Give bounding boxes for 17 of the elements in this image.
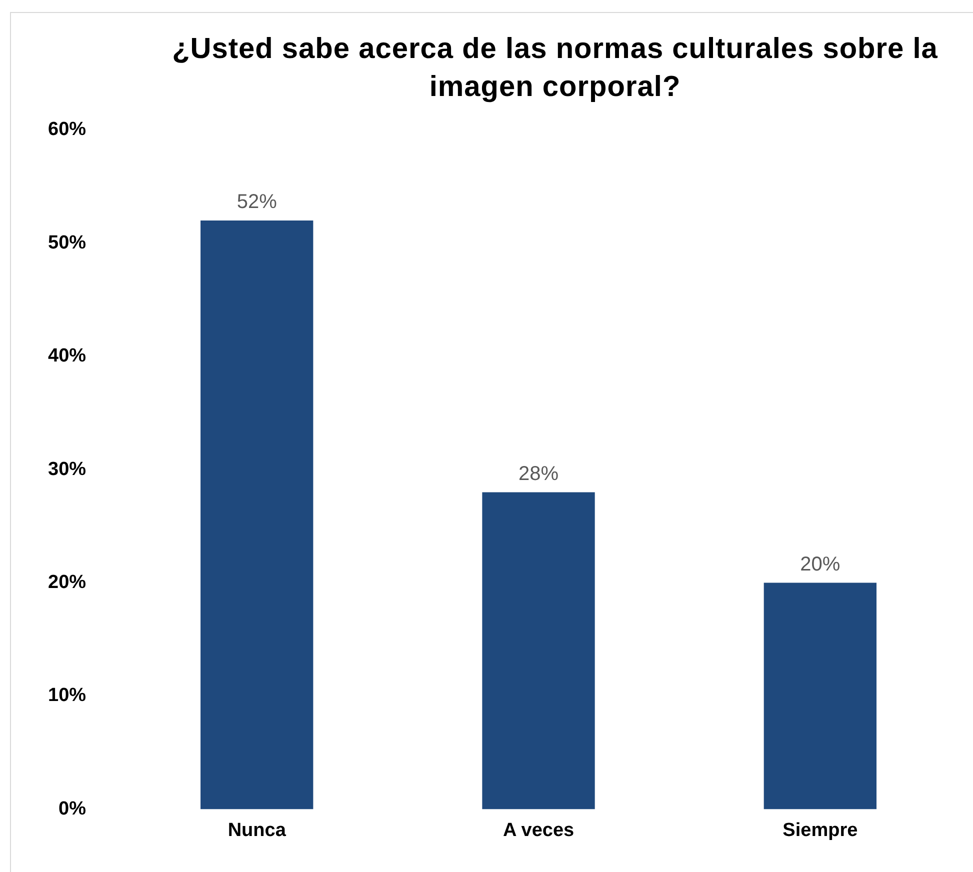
bar (482, 492, 595, 810)
y-tick-label: 20% (48, 572, 86, 594)
bar (200, 220, 314, 810)
data-label: 52% (236, 191, 278, 214)
chart-title: ¿Usted sabe acerca de las normas culturales sobre la imagen corporal? (171, 32, 939, 105)
y-tick-label: 0% (58, 798, 86, 820)
y-tick-label: 60% (48, 119, 86, 140)
y-tick-label: 40% (48, 346, 86, 367)
y-tick-label: 50% (48, 232, 86, 254)
data-label: 28% (518, 462, 559, 485)
data-label: 20% (800, 553, 840, 576)
x-tick-label: Siempre (782, 820, 858, 841)
x-tick-label: Nunca (228, 820, 286, 841)
bar (764, 582, 877, 810)
y-tick-label: 10% (48, 685, 86, 706)
x-tick-label: A veces (502, 820, 574, 841)
y-tick-label: 30% (48, 458, 86, 480)
